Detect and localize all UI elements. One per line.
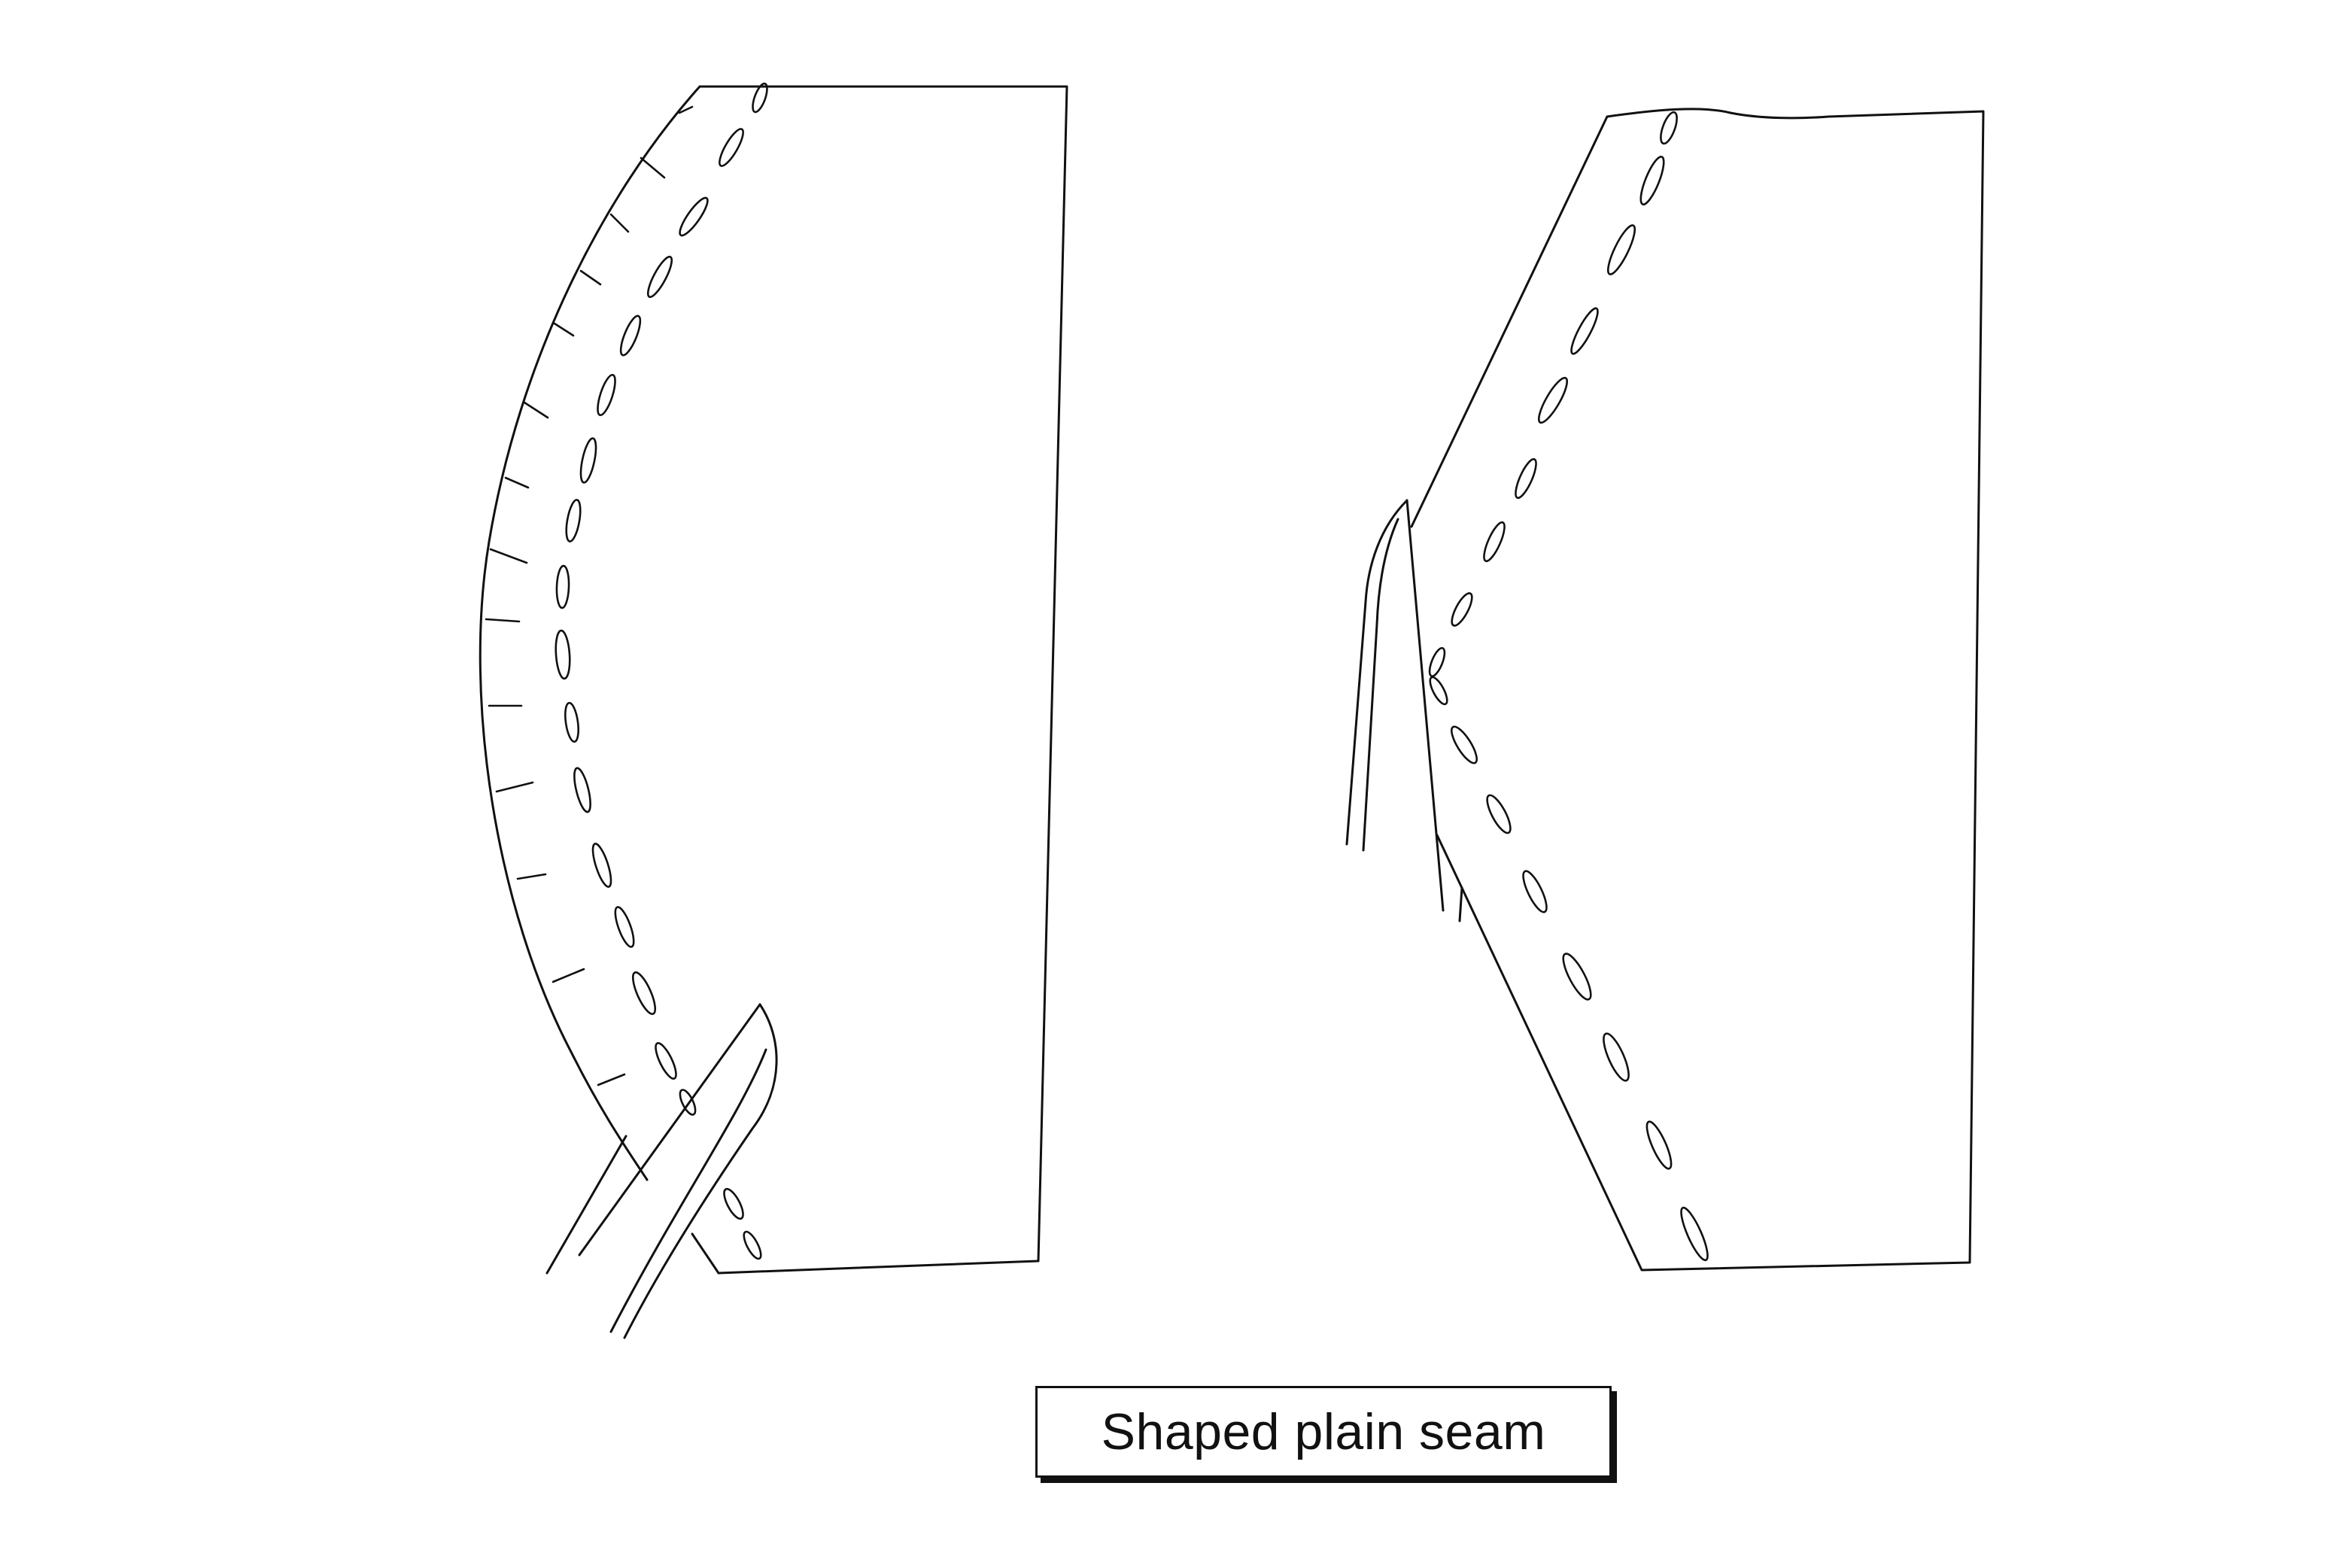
caption-box: Shaped plain seam	[1035, 1386, 1612, 1478]
right-fabric-panel	[1345, 108, 1985, 1272]
left-stitch-line	[555, 82, 768, 1260]
right-panel-outline	[1410, 108, 1985, 1272]
right-seam-allowance-fold	[1345, 499, 1463, 922]
left-seam-allowance-fold	[545, 1003, 778, 1339]
left-panel-outline	[479, 85, 1068, 1275]
right-stitch-line	[1428, 111, 1709, 1262]
left-fabric-panel	[479, 82, 1068, 1339]
caption-label: Shaped plain seam	[1101, 1403, 1546, 1460]
clip-notches	[485, 105, 694, 1086]
